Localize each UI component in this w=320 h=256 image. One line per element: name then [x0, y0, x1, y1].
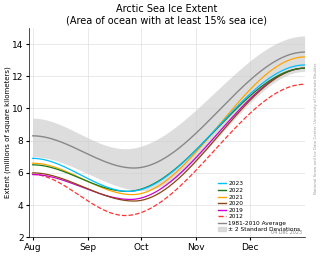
Title: Arctic Sea Ice Extent
(Area of ocean with at least 15% sea ice): Arctic Sea Ice Extent (Area of ocean wit… — [66, 4, 268, 26]
Legend: 2023, 2022, 2021, 2020, 2019, 2012, 1981-2010 Average, ± 2 Standard Deviations: 2023, 2022, 2021, 2020, 2019, 2012, 1981… — [218, 182, 300, 232]
Y-axis label: Extent (millions of square kilometers): Extent (millions of square kilometers) — [4, 67, 11, 198]
Text: National Snow and Ice Data Center, University of Colorado Boulder: National Snow and Ice Data Center, Unive… — [314, 62, 318, 194]
Text: 04 Dec 2023: 04 Dec 2023 — [271, 230, 302, 235]
